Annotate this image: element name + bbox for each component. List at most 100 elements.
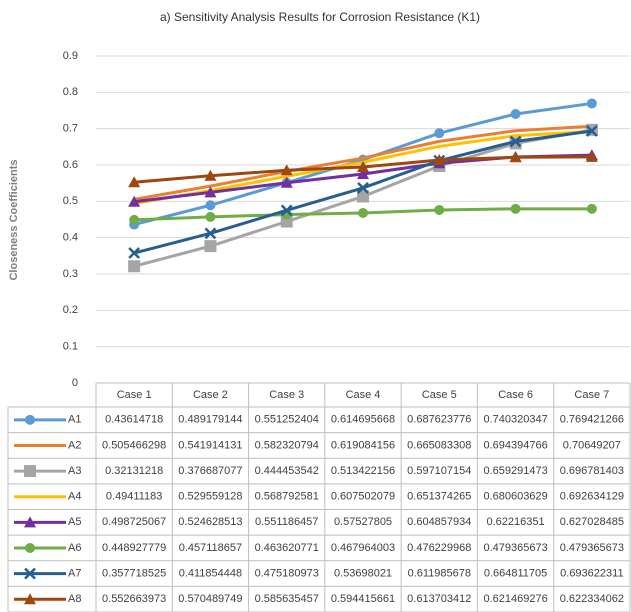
legend-marker (24, 567, 36, 580)
table-value: 0.529559128 (178, 491, 242, 503)
series-line (133, 124, 592, 201)
legend-label: A6 (68, 542, 81, 554)
table-value: 0.570489749 (178, 593, 242, 605)
table-value: 0.585635457 (255, 593, 319, 605)
y-tick-label: 0 (72, 377, 78, 389)
data-point (434, 204, 445, 215)
data-point (509, 135, 522, 148)
table-value: 0.696781403 (560, 465, 624, 477)
table-value: 0.62216351 (487, 516, 545, 528)
table-value: 0.524628513 (178, 516, 242, 528)
data-point (128, 195, 141, 207)
table-value: 0.621469276 (483, 593, 547, 605)
data-point (128, 260, 141, 273)
x-tick-label: Case 2 (193, 389, 228, 401)
table-value: 0.680603629 (483, 491, 547, 503)
y-tick-label: 0.8 (63, 86, 78, 98)
data-point (586, 98, 597, 109)
y-tick-label: 0.7 (63, 123, 78, 135)
table-value: 0.70649207 (563, 439, 621, 451)
legend-marker (24, 465, 36, 478)
table-value: 0.505466298 (102, 439, 166, 451)
table-value: 0.43614718 (105, 414, 163, 426)
data-point (358, 207, 368, 218)
table-value: 0.622334062 (560, 593, 624, 605)
table-value: 0.687623776 (407, 414, 471, 426)
table-value: 0.444453542 (255, 465, 319, 477)
data-point (128, 176, 141, 188)
table-value: 0.740320347 (483, 414, 547, 426)
table-value: 0.627028485 (560, 516, 624, 528)
data-point (205, 200, 216, 211)
table-value: 0.513422156 (331, 465, 395, 477)
table-value: 0.664811705 (484, 567, 547, 579)
y-axis-label: Closeness Coefficients (8, 159, 20, 280)
table-value: 0.582320794 (255, 439, 319, 451)
data-point (585, 150, 598, 162)
table-value: 0.475180973 (255, 567, 319, 579)
table-value: 0.607502079 (331, 491, 395, 503)
table-value: 0.659291473 (483, 465, 547, 477)
table-value: 0.614695668 (331, 414, 395, 426)
x-tick-label: Case 1 (117, 389, 152, 401)
table-value: 0.694394766 (483, 439, 547, 451)
data-point (509, 151, 522, 163)
y-tick-label: 0.2 (63, 304, 78, 316)
table-value: 0.376687077 (178, 465, 242, 477)
data-point (357, 161, 369, 173)
y-tick-label: 0.3 (63, 268, 78, 280)
data-point (357, 182, 369, 194)
data-point (357, 190, 369, 203)
legend-marker (25, 542, 35, 553)
y-tick-label: 0.6 (63, 159, 78, 171)
legend-marker (24, 593, 36, 605)
legend-label: A3 (68, 465, 81, 477)
data-point (128, 247, 141, 259)
table-value: 0.611985678 (408, 567, 471, 579)
table-value: 0.489179144 (178, 414, 242, 426)
y-tick-label: 0.1 (63, 341, 78, 353)
data-point (357, 167, 369, 179)
data-point (204, 240, 217, 253)
table-value: 0.551252404 (255, 414, 319, 426)
table-value: 0.498725067 (102, 516, 166, 528)
table-value: 0.476229968 (407, 542, 471, 554)
data-point (204, 169, 217, 181)
table-value: 0.693622311 (560, 567, 623, 579)
data-point (433, 154, 446, 166)
data-point (509, 137, 522, 150)
table-value: 0.568792581 (255, 491, 319, 503)
legend-label: A1 (68, 414, 81, 426)
data-point (280, 176, 293, 188)
table-value: 0.357718525 (102, 567, 166, 579)
legend-marker (24, 516, 36, 528)
table-value: 0.619084156 (331, 439, 395, 451)
table-value: 0.448927779 (102, 542, 166, 554)
x-tick-label: Case 6 (498, 389, 533, 401)
table-value: 0.53698021 (334, 567, 392, 579)
table-value: 0.552663973 (102, 593, 166, 605)
table-value: 0.467964003 (331, 542, 395, 554)
table-value: 0.769421266 (560, 414, 624, 426)
legend-label: A8 (68, 593, 81, 605)
data-point (204, 227, 217, 240)
legend-label: A7 (68, 567, 81, 579)
chart-title: a) Sensitivity Analysis Results for Corr… (160, 10, 480, 24)
table-value: 0.479365673 (560, 542, 624, 554)
table-value: 0.597107154 (407, 465, 471, 477)
legend-label: A5 (68, 516, 81, 528)
legend-label: A2 (68, 439, 81, 451)
data-point (434, 128, 445, 139)
data-point (510, 109, 521, 120)
x-tick-label: Case 5 (422, 389, 457, 401)
data-point (280, 204, 293, 217)
table-value: 0.692634129 (560, 491, 624, 503)
y-tick-label: 0.5 (63, 195, 78, 207)
data-point (585, 125, 598, 137)
data-point (205, 211, 216, 222)
table-value: 0.651374265 (407, 491, 471, 503)
table-value: 0.411854448 (179, 567, 242, 579)
data-point (510, 203, 521, 214)
y-tick-label: 0.9 (63, 50, 78, 62)
